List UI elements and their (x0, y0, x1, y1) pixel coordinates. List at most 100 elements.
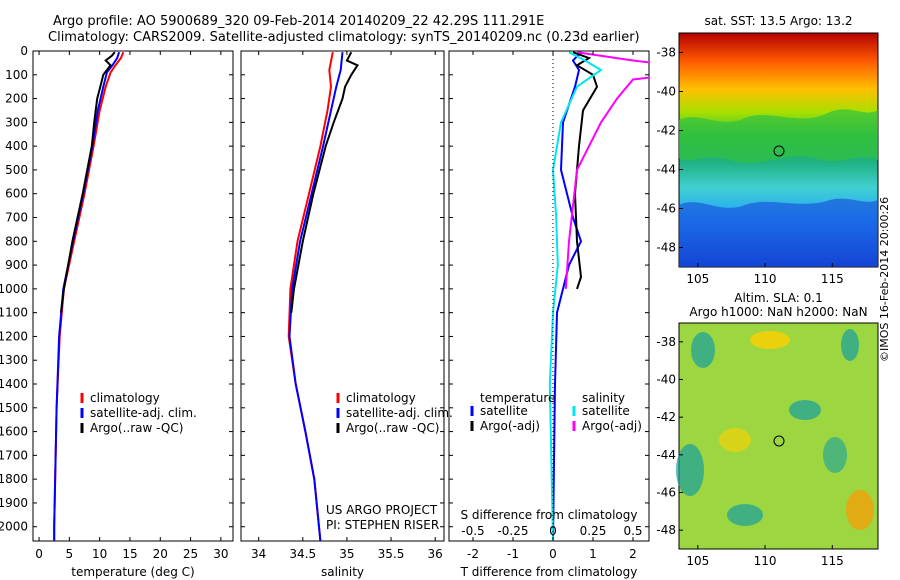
s-tick-label: 0 (549, 524, 557, 538)
s-tick-label: -0.25 (497, 524, 528, 538)
map-lat-label: -42 (656, 124, 676, 138)
project-annotation: PI: STEPHEN RISER (326, 518, 439, 532)
depth-tick-label: 1000 (0, 282, 28, 296)
map-lat-label: -48 (656, 241, 676, 255)
sla-low-2 (676, 444, 704, 496)
x-tick-label: 0 (549, 547, 557, 561)
sla-high-2 (846, 490, 874, 530)
legend-label: satellite (480, 404, 528, 418)
x-tick-label: 25 (183, 547, 198, 561)
legend-label: satellite (582, 404, 630, 418)
difference-panel-frame (448, 50, 650, 542)
x-tick-label: 0 (35, 547, 43, 561)
depth-tick-label: 100 (5, 68, 28, 82)
legend-label: Argo(-adj) (582, 419, 642, 433)
map-lon-label: 110 (754, 272, 777, 286)
map-lon-label: 105 (686, 554, 709, 568)
x-tick-label: 2 (629, 547, 637, 561)
depth-tick-label: 1400 (0, 377, 28, 391)
legend-label: Argo(..raw -QC) (346, 421, 439, 435)
s-tick-label: -0.5 (461, 524, 484, 538)
series-line-satellite (548, 51, 603, 541)
x-tick-label: 34.5 (289, 547, 316, 561)
legend-label: Argo(..raw -QC) (90, 421, 183, 435)
depth-tick-label: 1600 (0, 425, 28, 439)
x-axis-label: temperature (deg C) (71, 565, 194, 579)
depth-tick-label: 900 (5, 258, 28, 272)
legend-header-salinity: salinity (582, 391, 625, 405)
depth-tick-label: 600 (5, 187, 28, 201)
salinity-profile-lines (287, 51, 359, 541)
legend-label: satellite-adj. clim. (90, 406, 197, 420)
depth-tick-label: 800 (5, 234, 28, 248)
header-line1: Argo profile: AO 5900689_320 09-Feb-2014… (53, 14, 545, 29)
s-tick-label: 0.25 (580, 524, 607, 538)
x-tick-label: 15 (122, 547, 137, 561)
map-lat-label: -38 (656, 335, 676, 349)
x-tick-label: 35 (339, 547, 354, 561)
legend-label: climatology (346, 391, 416, 405)
series-line-argo-adj- (572, 51, 599, 290)
depth-tick-label: 300 (5, 115, 28, 129)
depth-axis: 0 100 200 300 400 500 600 700 800 900 1000 1100 1200… (0, 44, 649, 534)
x-tick-label: 30 (213, 547, 228, 561)
imos-stamp: ©IMOS 16-Feb-2014 20:00:26 (878, 196, 891, 362)
map-lon-label: 105 (686, 272, 709, 286)
depth-tick-label: 0 (20, 44, 28, 58)
depth-tick-label: 200 (5, 92, 28, 106)
sla-low-6 (823, 437, 847, 473)
depth-tick-label: 1800 (0, 472, 28, 486)
x-axis-label: salinity (321, 565, 364, 579)
sst-map (678, 32, 879, 268)
map-lon-label: 115 (821, 272, 844, 286)
sla-low-5 (841, 329, 859, 361)
series-line-argo-adj- (564, 51, 649, 289)
x-tick-label: -1 (507, 547, 519, 561)
map-lat-label: -46 (656, 202, 676, 216)
map-axes: sat. SST: 13.5 Argo: 13.2 -38 -40 -42 -44 -46… (656, 14, 867, 568)
depth-tick-label: 2000 (0, 520, 28, 534)
sst-float-marker (773, 145, 785, 157)
sla-float-marker (773, 435, 785, 447)
sla-high-1 (750, 331, 790, 349)
map-title: sat. SST: 13.5 Argo: 13.2 (704, 14, 852, 28)
map-lat-label: -38 (656, 46, 676, 60)
depth-tick-label: 1100 (0, 306, 28, 320)
depth-tick-label: 1700 (0, 448, 28, 462)
sst-warm-front (679, 109, 878, 163)
map-title: Altim. SLA: 0.1 (734, 291, 822, 305)
depth-tick-label: 1300 (0, 353, 28, 367)
sla-map (676, 322, 879, 550)
map-lat-label: -48 (656, 523, 676, 537)
x-tick-label: 10 (92, 547, 107, 561)
header-line2: Climatology: CARS2009. Satellite-adjuste… (48, 30, 640, 45)
map-lat-label: -40 (656, 373, 676, 387)
x-tick-label: 34 (251, 547, 266, 561)
x-tick-label: 1 (589, 547, 597, 561)
x-tick-label: 35.5 (378, 547, 405, 561)
depth-tick-label: 1900 (0, 496, 28, 510)
legend-label: satellite-adj. clim. (346, 406, 453, 420)
sla-low-4 (727, 504, 763, 526)
sla-low-3 (789, 400, 821, 420)
map-lat-label: -42 (656, 410, 676, 424)
project-annotation: US ARGO PROJECT (326, 503, 438, 517)
s-tick-label: 0.5 (623, 524, 642, 538)
series-line-satellite-adj-clim- (288, 52, 344, 541)
map-lat-label: -44 (656, 448, 676, 462)
temperature-panel-frame (32, 50, 234, 542)
map-title: Argo h1000: NaN h2000: NaN (689, 305, 867, 319)
x-tick-label: 36 (428, 547, 443, 561)
series-line-argo-raw-qc- (59, 51, 116, 313)
series-line-climatology (53, 51, 125, 541)
salinity-panel-frame (240, 50, 445, 542)
sla-high-3 (719, 428, 751, 452)
x-tick-label: 5 (66, 547, 74, 561)
s-axis-label: S difference from climatology (461, 508, 638, 522)
map-lat-label: -40 (656, 85, 676, 99)
depth-tick-label: 1200 (0, 329, 28, 343)
legend-label: climatology (90, 391, 160, 405)
sst-cold-pool (679, 198, 878, 267)
